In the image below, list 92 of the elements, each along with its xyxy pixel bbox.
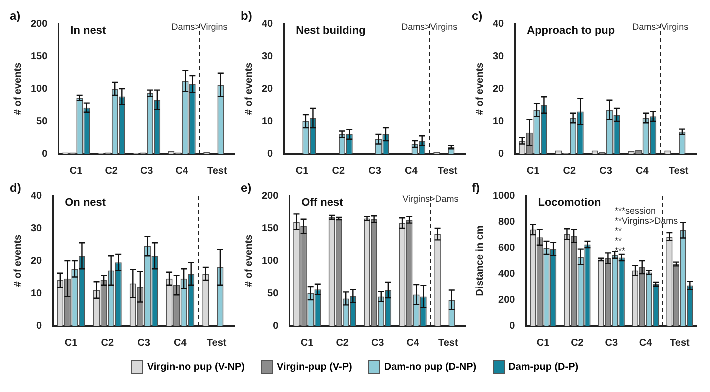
y-tick-label: 150 (30, 51, 48, 62)
x-tick-label: C1 (526, 166, 540, 177)
y-tick-label: 150 (262, 223, 280, 234)
annotation: Dams>Virgins (402, 22, 458, 32)
y-tick-label: 800 (498, 216, 516, 228)
y-tick-label: 30 (262, 51, 274, 62)
legend-label: Virgin-pup (V-P) (277, 362, 352, 372)
annotation: Dams>Virgins (632, 22, 690, 32)
y-axis-title: # of events (244, 62, 255, 116)
y-tick-label: 0 (42, 148, 48, 160)
y-tick-label: 1000 (492, 190, 516, 202)
y-tick-label: 10 (262, 116, 274, 128)
text: d) (10, 181, 22, 195)
x-tick-label: C4 (405, 166, 418, 177)
text: a) (10, 9, 21, 23)
y-tick-label: 400 (498, 268, 516, 280)
y-tick-label: 30 (493, 51, 505, 62)
x-tick-label: C2 (105, 166, 118, 177)
y-tick-label: 20 (31, 256, 43, 267)
y-tick-label: 0 (268, 148, 274, 160)
x-tick-label: C1 (64, 338, 78, 349)
x-tick-label: Test (668, 166, 690, 177)
x-tick-label: C4 (176, 166, 189, 177)
y-tick-label: 100 (262, 256, 280, 267)
x-tick-label: C1 (536, 338, 550, 349)
y-tick-label: 100 (30, 84, 48, 95)
y-axis-title: # of events (12, 234, 24, 288)
y-tick-label: 50 (36, 116, 48, 128)
legend-label: Dam-pup (D-P) (508, 362, 579, 372)
x-tick-label: C4 (639, 338, 653, 349)
x-tick-label: C3 (371, 338, 385, 349)
x-tick-label: C2 (563, 166, 577, 177)
text: c) (472, 9, 483, 23)
annotation: Virgins>Dams (402, 194, 460, 204)
text: f) (472, 181, 480, 195)
chart-title: Approach to pup (527, 25, 616, 37)
chart-title: On nest (65, 197, 106, 209)
chart-title: In nest (70, 25, 106, 37)
x-tick-label: Test (207, 166, 228, 177)
x-tick-label: C4 (406, 338, 420, 349)
annotation: Dams>Virgins (172, 22, 228, 32)
x-tick-label: Test (206, 338, 228, 349)
y-tick-label: 50 (268, 288, 280, 300)
y-axis-title: # of events (244, 234, 255, 288)
annotation: ** (615, 226, 623, 236)
y-tick-label: 40 (31, 190, 43, 202)
y-tick-label: 200 (30, 18, 48, 30)
y-tick-label: 20 (493, 84, 505, 95)
y-tick-label: 10 (493, 116, 505, 128)
y-tick-label: 200 (498, 294, 516, 306)
y-axis-title: # of events (12, 62, 24, 116)
y-tick-label: 0 (498, 148, 505, 160)
x-tick-label: C2 (332, 166, 346, 177)
legend-label: Virgin-no pup (V-NP) (147, 362, 245, 372)
x-tick-label: C3 (368, 166, 382, 177)
x-tick-label: C4 (636, 166, 650, 177)
x-tick-label: C2 (571, 338, 584, 349)
y-axis-title: Distance in cm (474, 226, 486, 296)
text: e) (241, 181, 252, 195)
x-tick-label: C3 (140, 166, 154, 177)
y-tick-label: 10 (31, 288, 43, 300)
x-tick-label: C3 (138, 338, 151, 349)
y-axis-title: # of events (474, 62, 486, 116)
y-tick-label: 0 (36, 320, 43, 332)
x-tick-label: C4 (174, 338, 188, 349)
x-tick-label: C3 (605, 338, 618, 349)
y-tick-label: 0 (273, 320, 280, 332)
x-tick-label: C3 (600, 166, 613, 177)
legend-label: Dam-no pup (D-NP) (384, 362, 477, 372)
text: b) (241, 9, 252, 23)
annotation: *** (615, 246, 626, 256)
annotation: ***session (615, 206, 656, 216)
annotation: **Virgins>Dams (615, 216, 679, 226)
y-tick-label: 0 (510, 320, 516, 332)
x-tick-label: C1 (300, 338, 314, 349)
y-tick-label: 200 (262, 190, 280, 202)
x-tick-label: Test (438, 338, 459, 349)
x-tick-label: C2 (101, 338, 115, 349)
y-tick-label: 40 (262, 18, 274, 30)
chart-title: Off nest (302, 197, 344, 209)
annotation: ** (615, 236, 623, 246)
y-tick-label: 30 (31, 223, 43, 234)
chart-title: Locomotion (538, 197, 602, 209)
x-tick-label: C2 (336, 338, 350, 349)
y-tick-label: 600 (498, 242, 516, 254)
chart-title: Nest building (296, 25, 366, 37)
y-tick-label: 40 (493, 18, 505, 30)
x-tick-label: Test (670, 338, 690, 349)
x-tick-label: C1 (70, 166, 84, 177)
x-tick-label: Test (438, 166, 458, 177)
x-tick-label: C1 (296, 166, 310, 177)
y-tick-label: 20 (262, 84, 274, 95)
